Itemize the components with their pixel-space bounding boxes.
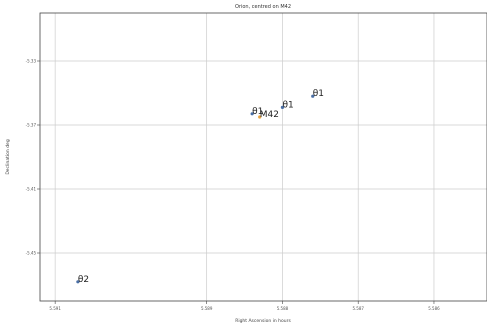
tick-layer: 5.591 5.589 5.588 5.587 5.586 -5.33 -5.37 -5.41…	[26, 59, 441, 312]
data-point-label: θ1	[313, 89, 324, 99]
x-tick-label: 5.591	[49, 306, 61, 311]
grid-layer	[40, 13, 487, 301]
plot-frame	[39, 12, 487, 302]
data-point-label: θ2	[78, 275, 89, 285]
x-axis-label: Right Ascension in hours	[235, 318, 291, 324]
data-point-label: M42	[260, 110, 279, 120]
y-tick-label: -5.45	[26, 251, 37, 256]
data-point	[258, 115, 262, 119]
x-tick-label: 5.586	[428, 306, 440, 311]
chart-title: Orion, centred on M42	[235, 4, 291, 10]
data-point-label: θ1	[282, 100, 293, 110]
y-tick-label: -5.41	[26, 187, 37, 192]
data-point-label: θ1	[252, 107, 263, 117]
x-tick-label: 5.588	[277, 306, 289, 311]
x-tick-label: 5.587	[352, 306, 364, 311]
x-tick-label: 5.589	[201, 306, 213, 311]
data-point	[311, 94, 315, 98]
data-point	[250, 112, 254, 116]
data-point	[280, 105, 285, 109]
y-tick-label: -5.37	[26, 123, 37, 128]
data-point	[76, 280, 80, 284]
y-axis-label: Declination deg	[5, 139, 11, 174]
y-tick-label: -5.33	[26, 59, 37, 64]
